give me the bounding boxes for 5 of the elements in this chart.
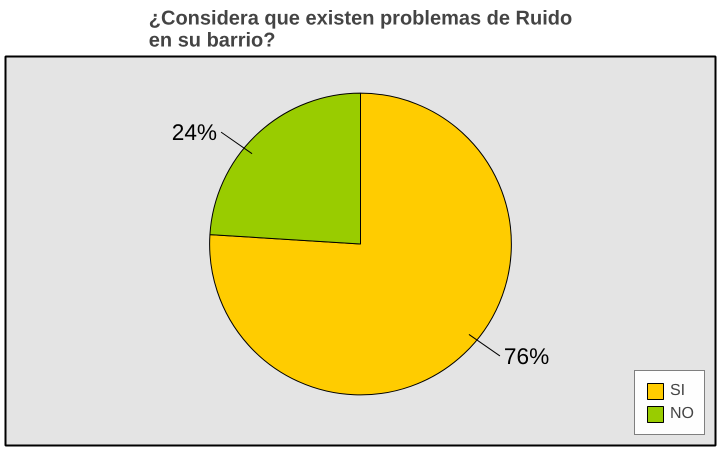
data-label: 76% bbox=[504, 342, 550, 369]
legend-label: NO bbox=[670, 405, 694, 423]
legend-label: SI bbox=[670, 382, 686, 400]
chart-title: ¿Considera que existen problemas de Ruido en su barrio? bbox=[148, 8, 572, 52]
data-label: 24% bbox=[172, 119, 218, 146]
